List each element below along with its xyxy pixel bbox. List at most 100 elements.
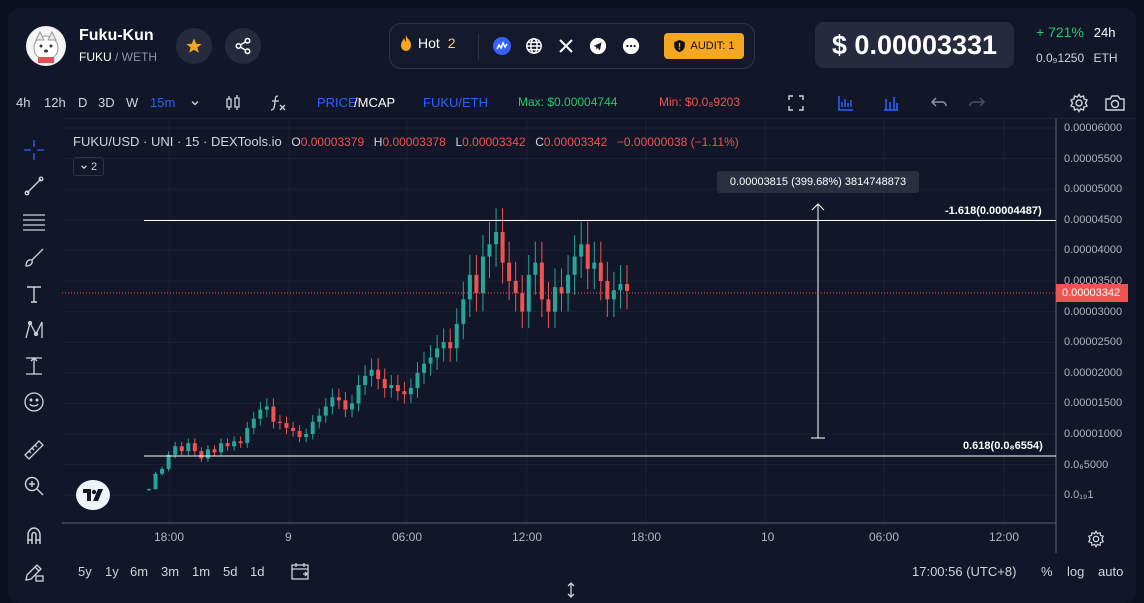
axis-settings-button[interactable] xyxy=(1087,530,1105,553)
interval-d[interactable]: D xyxy=(78,95,88,110)
y-tick-label: 0.00002000 xyxy=(1064,366,1123,379)
column-chart-icon xyxy=(884,97,898,111)
candle-body xyxy=(585,244,590,269)
eth-price: 0.0₉1250 ETH xyxy=(1036,51,1117,65)
max-price: Max: $0.00004744 xyxy=(518,95,618,109)
magnet-tool[interactable] xyxy=(22,524,46,548)
share-button[interactable] xyxy=(225,28,261,64)
lock-drawings-tool[interactable] xyxy=(22,560,46,584)
range-5y[interactable]: 5y xyxy=(78,564,92,579)
indicators-button[interactable] xyxy=(268,93,290,113)
date-range-button[interactable] xyxy=(290,561,310,584)
resize-handle[interactable] xyxy=(565,582,577,601)
candle-body xyxy=(369,369,374,376)
app-frame xyxy=(8,8,1136,603)
trend-line-tool[interactable] xyxy=(22,174,46,198)
measure-tool[interactable] xyxy=(22,354,46,378)
range-1m[interactable]: 1m xyxy=(192,564,211,579)
candle-body xyxy=(435,348,440,358)
range-1y[interactable]: 1y xyxy=(105,564,119,579)
resize-vertical-icon xyxy=(567,582,575,598)
clock[interactable]: 17:00:56 (UTC+8) xyxy=(912,564,1017,579)
last-price-tag: 0.00003342 xyxy=(1056,284,1128,302)
candle-body xyxy=(297,430,302,438)
telegram-link[interactable] xyxy=(588,36,608,56)
chart-type-button[interactable] xyxy=(222,93,244,113)
pair-toggle[interactable]: FUKU/ETH xyxy=(423,95,488,110)
log-toggle[interactable]: log xyxy=(1067,564,1085,579)
emoji-tool[interactable] xyxy=(22,390,46,414)
auto-toggle[interactable]: auto xyxy=(1098,564,1124,579)
x-tick-label: 12:00 xyxy=(989,530,1020,544)
website-link[interactable] xyxy=(524,36,544,56)
zoom-tool[interactable] xyxy=(22,474,46,498)
audit-badge[interactable]: AUDIT: 1 xyxy=(664,33,744,59)
candle-body xyxy=(546,299,551,312)
text-tool[interactable] xyxy=(22,282,46,306)
close-label: C xyxy=(535,135,544,149)
cmc-link[interactable] xyxy=(492,36,512,56)
x-tick-label: 06:00 xyxy=(869,530,900,544)
candle-body xyxy=(513,281,518,294)
candle-body xyxy=(199,451,204,459)
candle-body xyxy=(219,443,224,453)
ruler-tool[interactable] xyxy=(22,438,46,462)
measure-arrow xyxy=(811,203,825,211)
candle-body xyxy=(382,378,387,389)
price-chart[interactable] xyxy=(62,118,1136,553)
y-tick-label: 0.00006000 xyxy=(1064,122,1123,134)
candle-body xyxy=(461,299,466,324)
redo-button[interactable] xyxy=(966,93,988,113)
mcap-toggle[interactable]: /MCAP xyxy=(354,95,396,110)
change-period: 24h xyxy=(1093,25,1116,40)
interval-w[interactable]: W xyxy=(126,95,139,110)
brush-tool[interactable] xyxy=(22,246,46,270)
candle-body xyxy=(317,415,322,422)
token-header: Fuku-Kun FUKU / WETH Hot 2 xyxy=(0,0,1144,88)
volume-bars-button[interactable] xyxy=(835,93,857,113)
screenshot-button[interactable] xyxy=(1104,93,1126,113)
range-6m[interactable]: 6m xyxy=(130,564,149,579)
min-price: Min: $0.0₈9203 xyxy=(659,95,741,109)
range-1d[interactable]: 1d xyxy=(250,564,265,579)
percent-toggle[interactable]: % xyxy=(1041,564,1053,579)
fib-tool[interactable] xyxy=(22,210,46,234)
range-5d[interactable]: 5d xyxy=(223,564,238,579)
tradingview-logo[interactable] xyxy=(76,480,110,510)
candle-body xyxy=(539,262,544,300)
magnet-icon xyxy=(27,527,41,544)
candle-body xyxy=(566,274,571,294)
interval-4h[interactable]: 4h xyxy=(16,95,31,110)
interval-dropdown[interactable] xyxy=(184,93,206,113)
crosshair-tool[interactable] xyxy=(22,138,46,162)
candle-body xyxy=(500,232,505,263)
x-link[interactable] xyxy=(556,36,576,56)
candle-body xyxy=(356,385,361,404)
interval-12h[interactable]: 12h xyxy=(44,95,66,110)
settings-button[interactable] xyxy=(1068,93,1090,113)
gear-icon xyxy=(1087,530,1105,548)
candle-body xyxy=(186,443,191,452)
candle-body xyxy=(448,342,453,349)
trend-line-icon xyxy=(24,176,44,196)
pattern-tool[interactable] xyxy=(22,318,46,342)
y-tick-label: 0.0₁₉1 xyxy=(1064,489,1094,502)
indicators-toggle[interactable]: 2 xyxy=(73,157,104,176)
low-value: 0.00003342 xyxy=(462,135,526,149)
x-tick-label: 12:00 xyxy=(512,530,543,544)
hot-rank[interactable]: Hot 2 xyxy=(398,34,456,52)
undo-button[interactable] xyxy=(928,93,950,113)
candle-body xyxy=(428,357,433,364)
chart-settings-bars-button[interactable] xyxy=(880,93,902,113)
pattern-icon xyxy=(25,320,43,339)
range-3m[interactable]: 3m xyxy=(161,564,180,579)
favorite-button[interactable] xyxy=(176,28,212,64)
candle-body xyxy=(422,363,427,373)
price-toggle[interactable]: PRICE xyxy=(317,95,357,110)
interval-15m[interactable]: 15m xyxy=(150,95,176,110)
candle-body xyxy=(147,489,151,491)
more-button[interactable] xyxy=(621,36,641,56)
tradingview-icon xyxy=(83,489,103,501)
interval-3d[interactable]: 3D xyxy=(98,95,115,110)
fullscreen-button[interactable] xyxy=(785,93,807,113)
